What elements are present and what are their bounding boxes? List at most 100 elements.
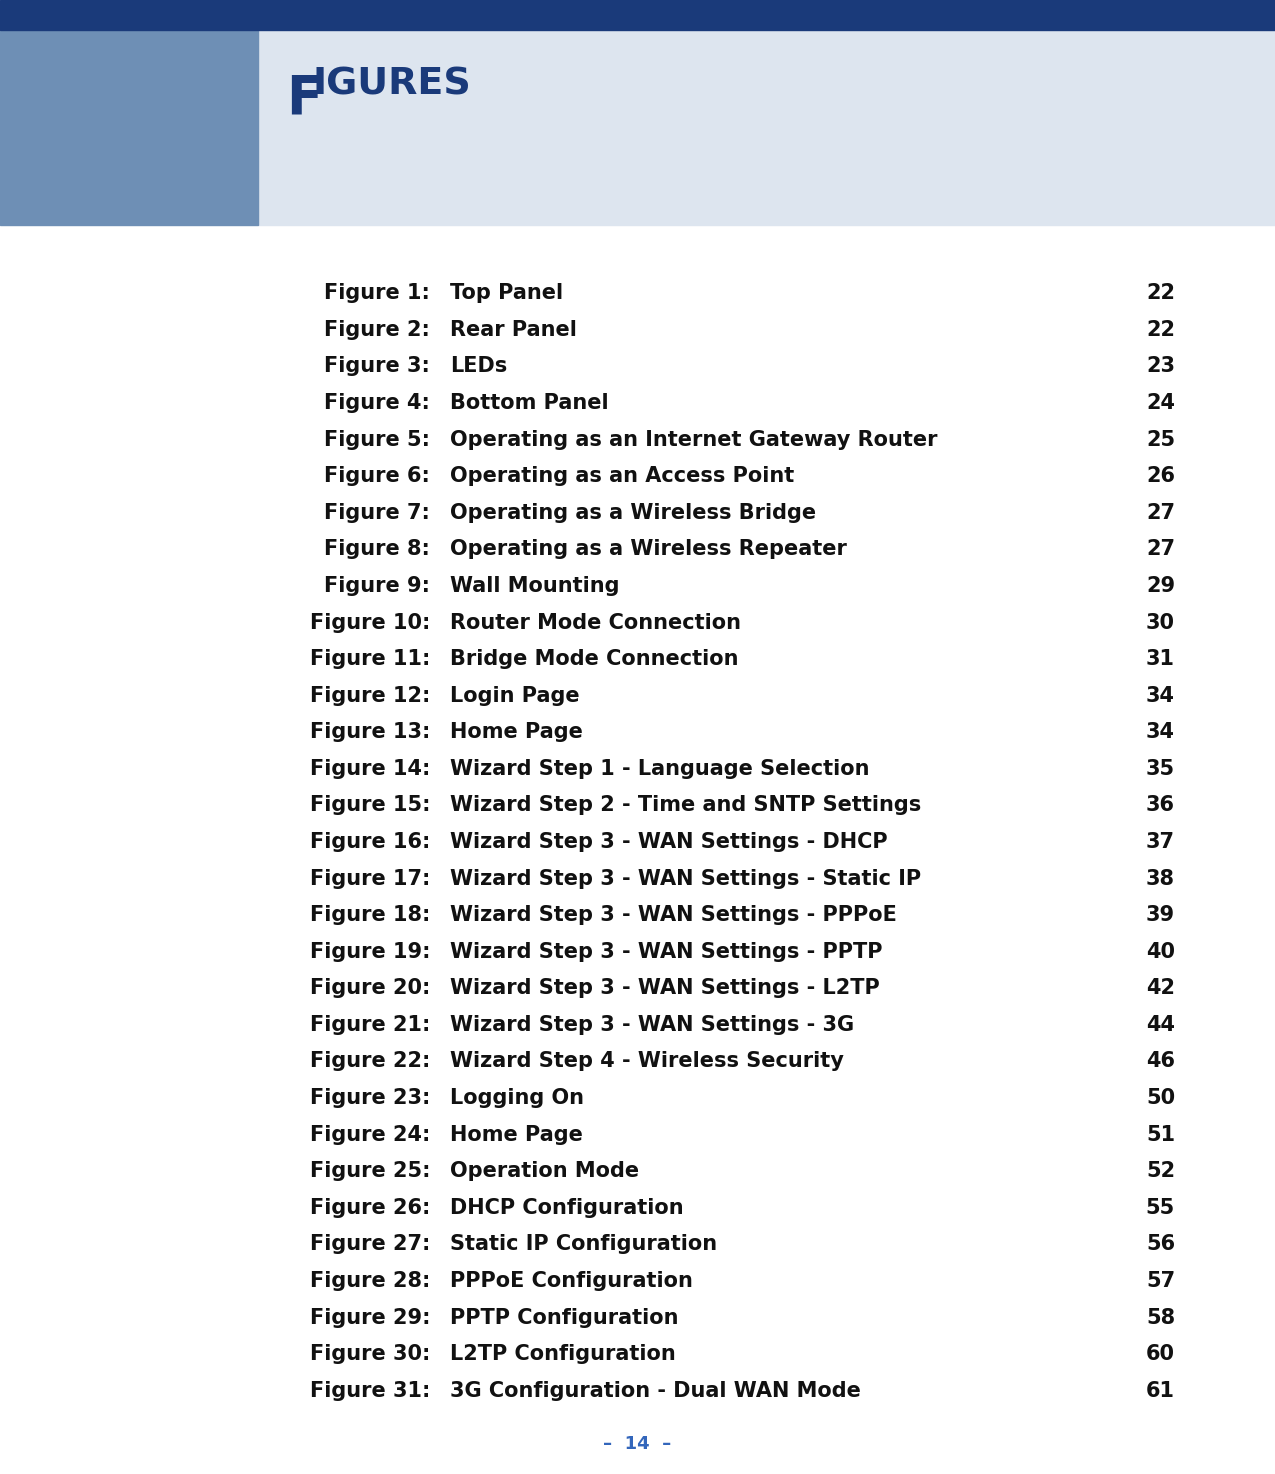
- Text: –  14  –: – 14 –: [603, 1436, 672, 1453]
- Text: Figure 15:: Figure 15:: [310, 796, 430, 815]
- Text: 37: 37: [1146, 831, 1176, 852]
- Text: Figure 12:: Figure 12:: [310, 685, 430, 706]
- Text: Figure 17:: Figure 17:: [310, 868, 430, 889]
- Text: 36: 36: [1146, 796, 1176, 815]
- Text: Operating as an Internet Gateway Router: Operating as an Internet Gateway Router: [450, 429, 937, 450]
- Text: 50: 50: [1146, 1088, 1176, 1108]
- Text: Operating as an Access Point: Operating as an Access Point: [450, 466, 794, 486]
- Text: Figure 19:: Figure 19:: [310, 942, 430, 961]
- Text: Figure 24:: Figure 24:: [310, 1125, 430, 1145]
- Text: PPTP Configuration: PPTP Configuration: [450, 1307, 678, 1328]
- Bar: [0, 29, 258, 226]
- Text: 61: 61: [1146, 1381, 1176, 1400]
- Text: IGURES: IGURES: [312, 66, 470, 102]
- Text: Figure 21:: Figure 21:: [310, 1016, 430, 1035]
- Text: Figure 30:: Figure 30:: [310, 1344, 430, 1363]
- Text: 26: 26: [1146, 466, 1176, 486]
- Text: L2TP Configuration: L2TP Configuration: [450, 1344, 676, 1363]
- Text: Operation Mode: Operation Mode: [450, 1162, 639, 1181]
- Text: Figure 6:: Figure 6:: [324, 466, 430, 486]
- Text: Router Mode Connection: Router Mode Connection: [450, 613, 741, 632]
- Text: Figure 29:: Figure 29:: [310, 1307, 430, 1328]
- Text: 24: 24: [1146, 394, 1176, 413]
- Text: Wizard Step 3 - WAN Settings - PPPoE: Wizard Step 3 - WAN Settings - PPPoE: [450, 905, 896, 926]
- Text: Figure 1:: Figure 1:: [324, 283, 430, 304]
- Text: 42: 42: [1146, 979, 1176, 998]
- Text: Figure 16:: Figure 16:: [310, 831, 430, 852]
- Text: Wizard Step 1 - Language Selection: Wizard Step 1 - Language Selection: [450, 759, 870, 778]
- Text: Figure 2:: Figure 2:: [324, 320, 430, 340]
- Text: Figure 3:: Figure 3:: [324, 357, 430, 376]
- Text: Operating as a Wireless Bridge: Operating as a Wireless Bridge: [450, 503, 816, 523]
- Text: Bottom Panel: Bottom Panel: [450, 394, 608, 413]
- Text: Figure 7:: Figure 7:: [324, 503, 430, 523]
- Text: Wizard Step 3 - WAN Settings - L2TP: Wizard Step 3 - WAN Settings - L2TP: [450, 979, 880, 998]
- Text: Wizard Step 3 - WAN Settings - DHCP: Wizard Step 3 - WAN Settings - DHCP: [450, 831, 887, 852]
- Text: 30: 30: [1146, 613, 1176, 632]
- Text: LEDs: LEDs: [450, 357, 507, 376]
- Text: Figure 18:: Figure 18:: [310, 905, 430, 926]
- Text: Figure 5:: Figure 5:: [324, 429, 430, 450]
- Text: Static IP Configuration: Static IP Configuration: [450, 1234, 717, 1254]
- Text: Figure 25:: Figure 25:: [310, 1162, 430, 1181]
- Text: Login Page: Login Page: [450, 685, 580, 706]
- Text: Figure 28:: Figure 28:: [310, 1271, 430, 1291]
- Text: F: F: [286, 72, 323, 124]
- Text: 27: 27: [1146, 539, 1176, 559]
- Text: Logging On: Logging On: [450, 1088, 584, 1108]
- Text: 35: 35: [1146, 759, 1176, 778]
- Text: 51: 51: [1146, 1125, 1176, 1145]
- Text: Wall Mounting: Wall Mounting: [450, 576, 620, 595]
- Text: 40: 40: [1146, 942, 1176, 961]
- Text: Wizard Step 2 - Time and SNTP Settings: Wizard Step 2 - Time and SNTP Settings: [450, 796, 922, 815]
- Text: 22: 22: [1146, 283, 1176, 304]
- Bar: [0, 0, 1275, 29]
- Text: PPPoE Configuration: PPPoE Configuration: [450, 1271, 692, 1291]
- Text: 56: 56: [1146, 1234, 1176, 1254]
- Text: 31: 31: [1146, 649, 1176, 669]
- Bar: [258, 0, 1275, 226]
- Text: Wizard Step 3 - WAN Settings - PPTP: Wizard Step 3 - WAN Settings - PPTP: [450, 942, 882, 961]
- Text: Figure 31:: Figure 31:: [310, 1381, 430, 1400]
- Text: 60: 60: [1146, 1344, 1176, 1363]
- Text: 3G Configuration - Dual WAN Mode: 3G Configuration - Dual WAN Mode: [450, 1381, 861, 1400]
- Text: 29: 29: [1146, 576, 1176, 595]
- Text: 22: 22: [1146, 320, 1176, 340]
- Text: 44: 44: [1146, 1016, 1176, 1035]
- Text: 25: 25: [1146, 429, 1176, 450]
- Text: Figure 20:: Figure 20:: [310, 979, 430, 998]
- Text: Figure 22:: Figure 22:: [310, 1051, 430, 1072]
- Text: Home Page: Home Page: [450, 1125, 583, 1145]
- Text: Figure 8:: Figure 8:: [324, 539, 430, 559]
- Text: 58: 58: [1146, 1307, 1176, 1328]
- Text: Figure 4:: Figure 4:: [324, 394, 430, 413]
- Text: Bridge Mode Connection: Bridge Mode Connection: [450, 649, 738, 669]
- Text: Figure 26:: Figure 26:: [310, 1198, 430, 1218]
- Text: Figure 10:: Figure 10:: [310, 613, 430, 632]
- Text: 34: 34: [1146, 685, 1176, 706]
- Text: 34: 34: [1146, 722, 1176, 743]
- Text: Figure 14:: Figure 14:: [310, 759, 430, 778]
- Text: 27: 27: [1146, 503, 1176, 523]
- Text: DHCP Configuration: DHCP Configuration: [450, 1198, 683, 1218]
- Text: 23: 23: [1146, 357, 1176, 376]
- Text: Wizard Step 3 - WAN Settings - 3G: Wizard Step 3 - WAN Settings - 3G: [450, 1016, 854, 1035]
- Text: Figure 27:: Figure 27:: [310, 1234, 430, 1254]
- Text: 55: 55: [1146, 1198, 1176, 1218]
- Text: Rear Panel: Rear Panel: [450, 320, 576, 340]
- Text: 46: 46: [1146, 1051, 1176, 1072]
- Text: Figure 23:: Figure 23:: [310, 1088, 430, 1108]
- Text: Figure 9:: Figure 9:: [324, 576, 430, 595]
- Text: 52: 52: [1146, 1162, 1176, 1181]
- Text: Figure 13:: Figure 13:: [310, 722, 430, 743]
- Text: Home Page: Home Page: [450, 722, 583, 743]
- Text: 57: 57: [1146, 1271, 1176, 1291]
- Text: Wizard Step 3 - WAN Settings - Static IP: Wizard Step 3 - WAN Settings - Static IP: [450, 868, 921, 889]
- Bar: [0, 226, 1275, 1474]
- Text: Top Panel: Top Panel: [450, 283, 564, 304]
- Text: 39: 39: [1146, 905, 1176, 926]
- Text: Operating as a Wireless Repeater: Operating as a Wireless Repeater: [450, 539, 847, 559]
- Text: Wizard Step 4 - Wireless Security: Wizard Step 4 - Wireless Security: [450, 1051, 844, 1072]
- Text: 38: 38: [1146, 868, 1176, 889]
- Text: Figure 11:: Figure 11:: [310, 649, 430, 669]
